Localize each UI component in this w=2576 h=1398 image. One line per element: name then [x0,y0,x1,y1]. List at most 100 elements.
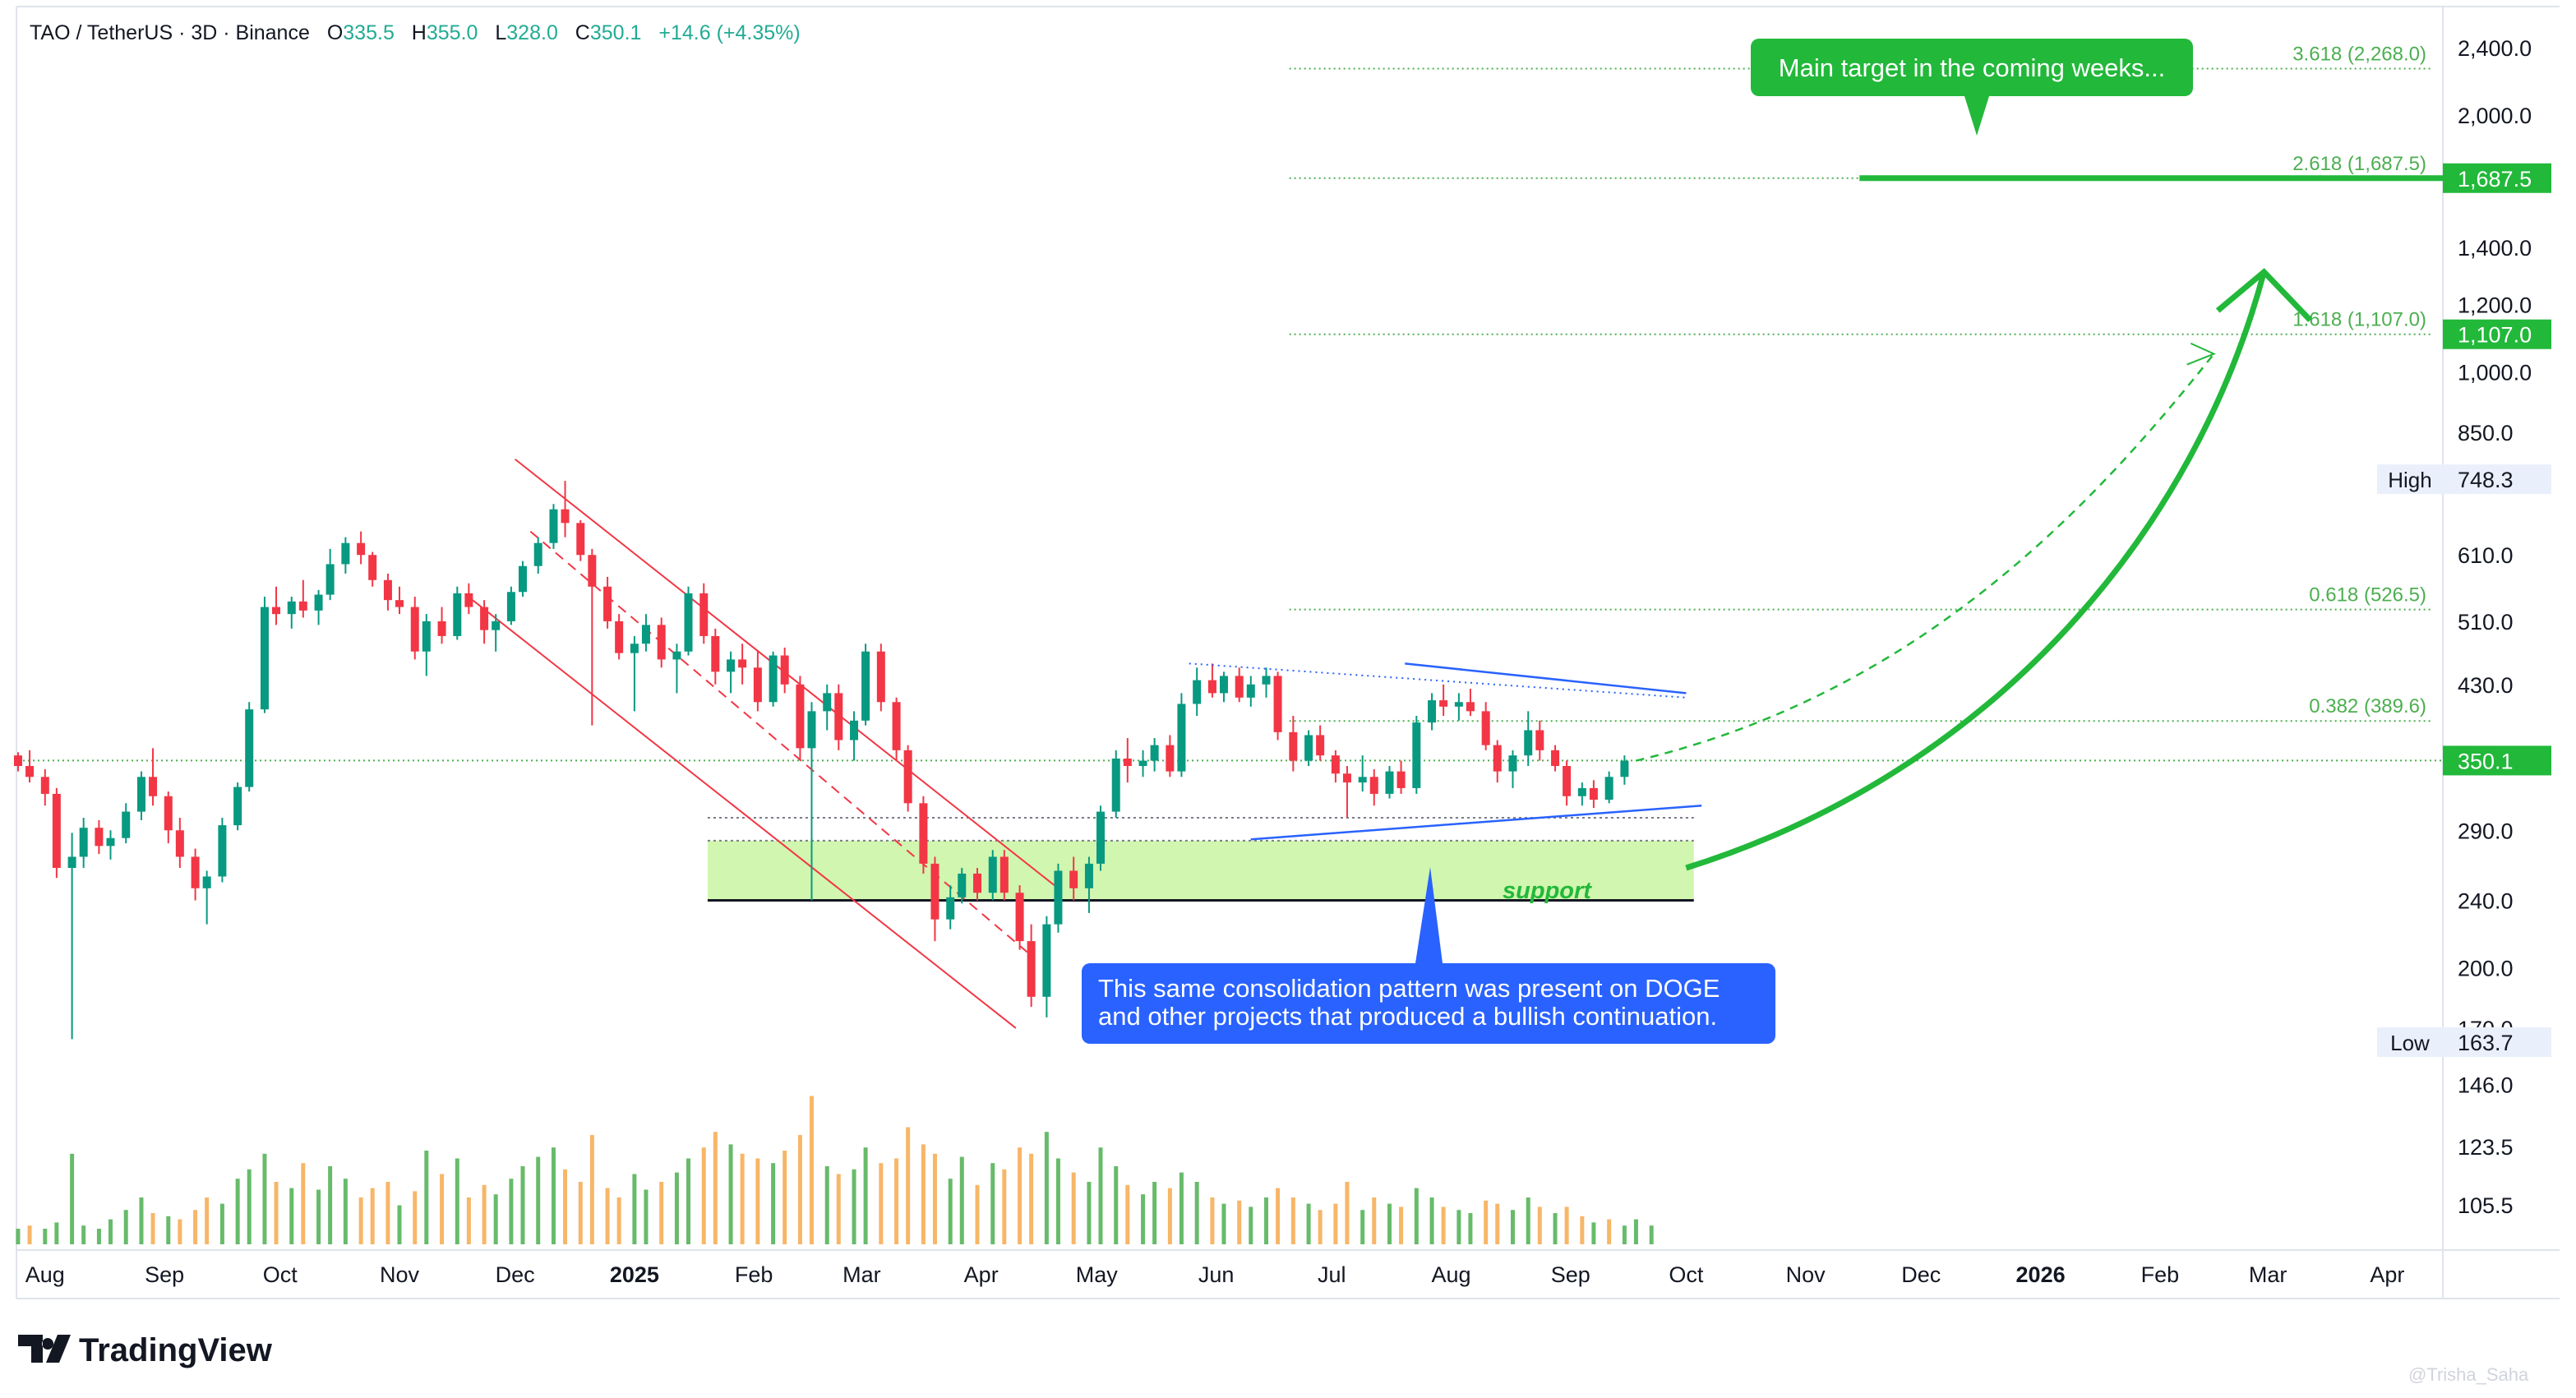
main-projection-arrow [1685,270,2267,871]
candle-body [588,555,597,587]
volume-bar [1649,1225,1654,1244]
candle-body [1096,811,1105,864]
volume-bar [1345,1182,1350,1244]
dashed-projection-arrowhead [2186,342,2217,366]
price-marker-badge [2443,1027,2551,1057]
volume-bar [219,1203,224,1244]
volume-bar [520,1166,525,1244]
pattern-note-line1: This same consolidation pattern was pres… [1098,974,1720,1003]
volume-bar [235,1179,240,1244]
candles-group [14,481,1629,1040]
candle-body [437,621,446,636]
volume-bar [1468,1213,1473,1244]
candle-body [1454,702,1463,707]
time-axis-group: Aug Sep Oct Nov Dec 2025 Feb Mar Apr May Jun Jul Aug… [25,1262,2405,1287]
volume-bar [1114,1166,1119,1244]
volume-bar [863,1147,868,1244]
price-marker-badge [2443,464,2551,495]
candle-body [122,811,131,838]
volume-bar [1221,1203,1226,1244]
volume-bar [563,1169,568,1244]
volume-bar [797,1135,802,1244]
volume-bar [385,1182,390,1244]
volume-bar [1622,1225,1627,1244]
volume-bar [809,1096,814,1244]
volume-bar [96,1229,101,1244]
candle-body [1316,735,1325,756]
price-tick-label: 240.0 [2458,889,2514,914]
volume-bar [150,1213,155,1244]
volume-bars-group [16,1096,1654,1244]
volume-bar [1167,1188,1172,1244]
volume-bar [782,1151,787,1244]
candle-body [1396,771,1406,788]
volume-bar [728,1144,733,1244]
candle-body [79,828,88,857]
price-tick-label: 610.0 [2458,543,2514,568]
candle-body [699,593,709,636]
volume-bar [1591,1222,1596,1244]
volume-bar [43,1229,48,1244]
candle-body [780,655,789,685]
candle-body [1123,758,1132,767]
candle-body [480,607,489,630]
volume-bar [1360,1210,1365,1244]
candle-body [395,600,404,607]
candle-body [1150,745,1159,761]
candle-body [191,856,200,888]
volume-bar [247,1169,252,1244]
candle-body [325,564,335,595]
candle-body [1273,676,1282,732]
time-tick-label: Dec [1901,1262,1941,1287]
watermark-text: @Trisha_Saha [2408,1364,2529,1385]
candle-body [1069,870,1078,888]
volume-bar [1098,1147,1103,1244]
price-marker-label-bg [2377,1027,2443,1057]
fib-level-label: 3.618 (2,268.0) [2292,44,2426,66]
volume-bar [455,1158,459,1244]
volume-bar [1607,1219,1612,1244]
volume-bar [1441,1207,1446,1244]
volume-bar [701,1147,706,1244]
price-tick-label: 200.0 [2458,957,2514,981]
volume-bar [108,1219,113,1244]
candle-body [492,621,501,630]
volume-bar [1125,1184,1130,1244]
header-legend: TAO / TetherUS · 3D · Binance O335.5 H35… [30,21,801,44]
volume-bar [358,1197,363,1244]
price-axis-group: 2,400.0 2,000.0 1,687.5 1,400.0 1,200.0 1,107… [2377,36,2551,1218]
consolidation-support-line [1250,804,1702,841]
close-label: C [575,21,590,44]
candle-body [14,755,22,767]
candle-body [1166,745,1175,772]
volume-bar [328,1166,333,1244]
pattern-note-line2: and other projects that produced a bulli… [1098,1002,1717,1031]
volume-bar [852,1169,856,1244]
time-tick-label: Apr [2370,1262,2404,1287]
candle-body [549,509,558,543]
candle-body [576,523,585,556]
candle-body [1193,680,1202,704]
volume-bar [921,1144,926,1244]
volume-bar [289,1188,294,1244]
volume-bar [879,1163,884,1244]
target-callout-pointer [1964,96,1989,136]
volume-bar [1564,1207,1569,1244]
candle-body [861,651,870,721]
candle-body [25,766,35,777]
candle-body [641,625,650,644]
price-marker-value: 1,107.0 [2458,323,2532,348]
candle-body [1428,700,1437,723]
volume-bar [1484,1200,1489,1244]
fib-levels-group: 3.618 (2,268.0) 2.618 (1,687.5) 1.618 (1,1… [18,44,2443,762]
price-marker-badge [2443,163,2551,193]
candle-body [233,787,242,826]
volume-bar [123,1210,128,1244]
candle-body [1385,771,1394,794]
volume-bar [1510,1210,1515,1244]
candle-body [999,856,1009,893]
price-marker-label: High [2388,468,2431,492]
support-label: support [1503,878,1592,904]
candle-body [1620,760,1629,777]
